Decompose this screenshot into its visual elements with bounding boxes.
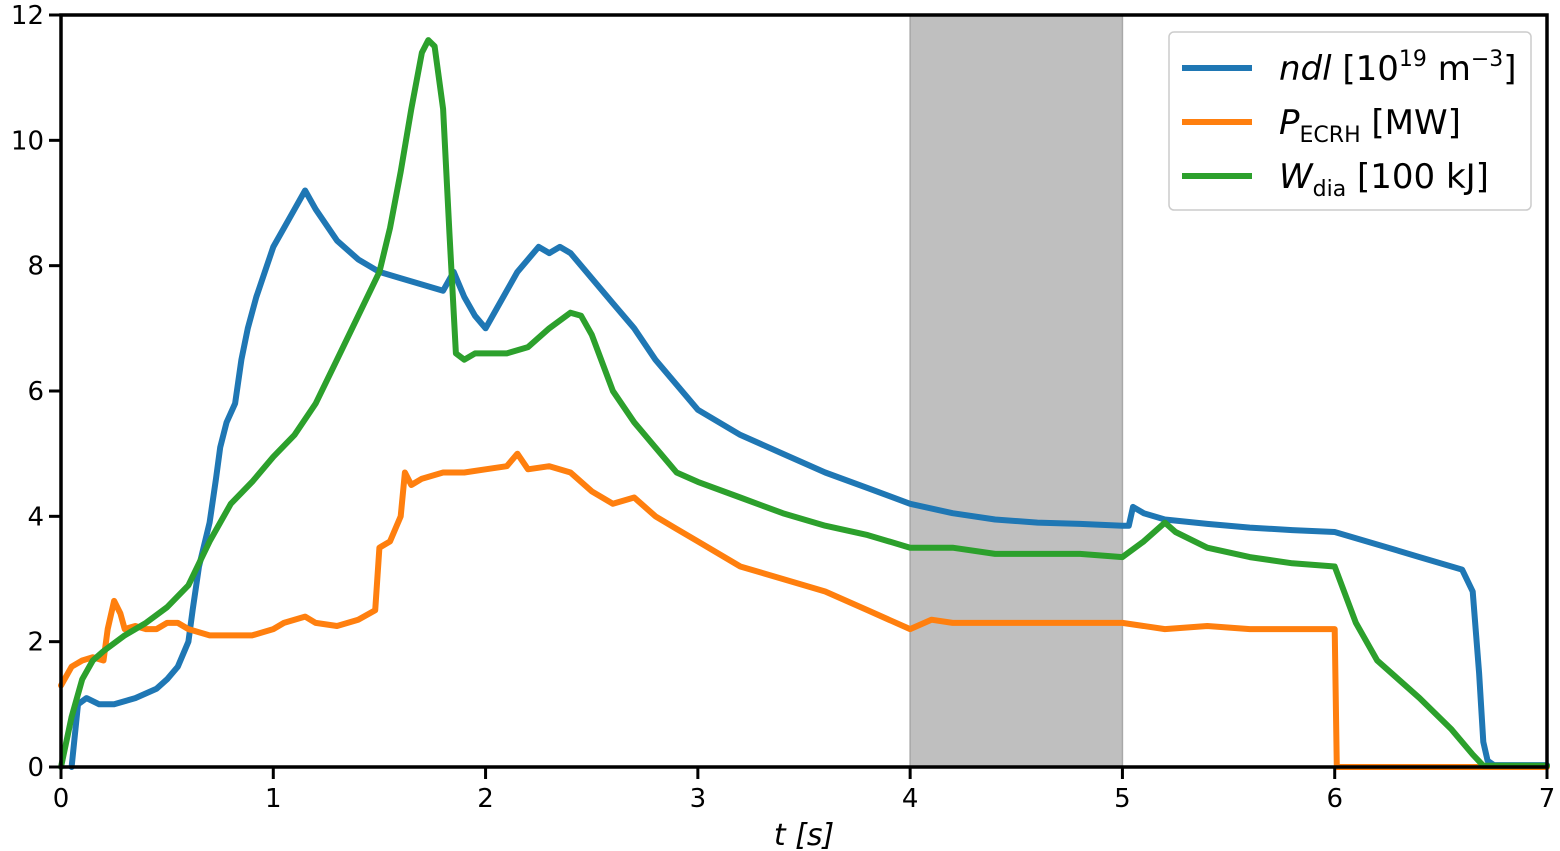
- legend-label-1: PECRH [MW]: [1279, 103, 1461, 148]
- y-tick-label: 4: [27, 502, 44, 532]
- series-line-2: [58, 37, 1550, 770]
- x-tick-label: 5: [1114, 784, 1131, 814]
- legend-label-0: ndl [1019 m−3]: [1279, 47, 1517, 89]
- legend-entries: ndl [1019 m−3] PECRH [MW] Wdia [100 kJ]: [1182, 47, 1517, 202]
- x-tick-label: 0: [53, 784, 70, 814]
- x-tick-label: 2: [477, 784, 494, 814]
- x-ticks: 0 1 2 3 4 5 6 7: [53, 767, 1556, 814]
- y-ticks: 0 2 4 6 8 10 12: [11, 1, 61, 783]
- shaded-region: [909, 14, 1124, 768]
- legend: ndl [1019 m−3] PECRH [MW] Wdia [100 kJ]: [1168, 31, 1532, 211]
- x-tick-label: 1: [265, 784, 282, 814]
- x-axis-label: t [s]: [774, 818, 834, 851]
- series-layer: [58, 37, 1550, 770]
- y-tick-label: 2: [27, 628, 44, 658]
- y-tick-label: 10: [11, 126, 44, 156]
- series-line-0: [68, 187, 1550, 770]
- y-tick-label: 0: [27, 753, 44, 783]
- y-tick-label: 12: [11, 1, 44, 31]
- legend-label-2: Wdia [100 kJ]: [1279, 157, 1489, 202]
- y-tick-label: 6: [27, 377, 44, 407]
- x-tick-label: 7: [1539, 784, 1556, 814]
- legend-box: [1168, 31, 1532, 211]
- series-line-1: [58, 450, 1550, 770]
- y-tick-label: 8: [27, 252, 44, 282]
- x-tick-label: 6: [1326, 784, 1343, 814]
- x-tick-label: 3: [690, 784, 707, 814]
- x-tick-label: 4: [902, 784, 919, 814]
- shaded-region-layer: [909, 14, 1124, 768]
